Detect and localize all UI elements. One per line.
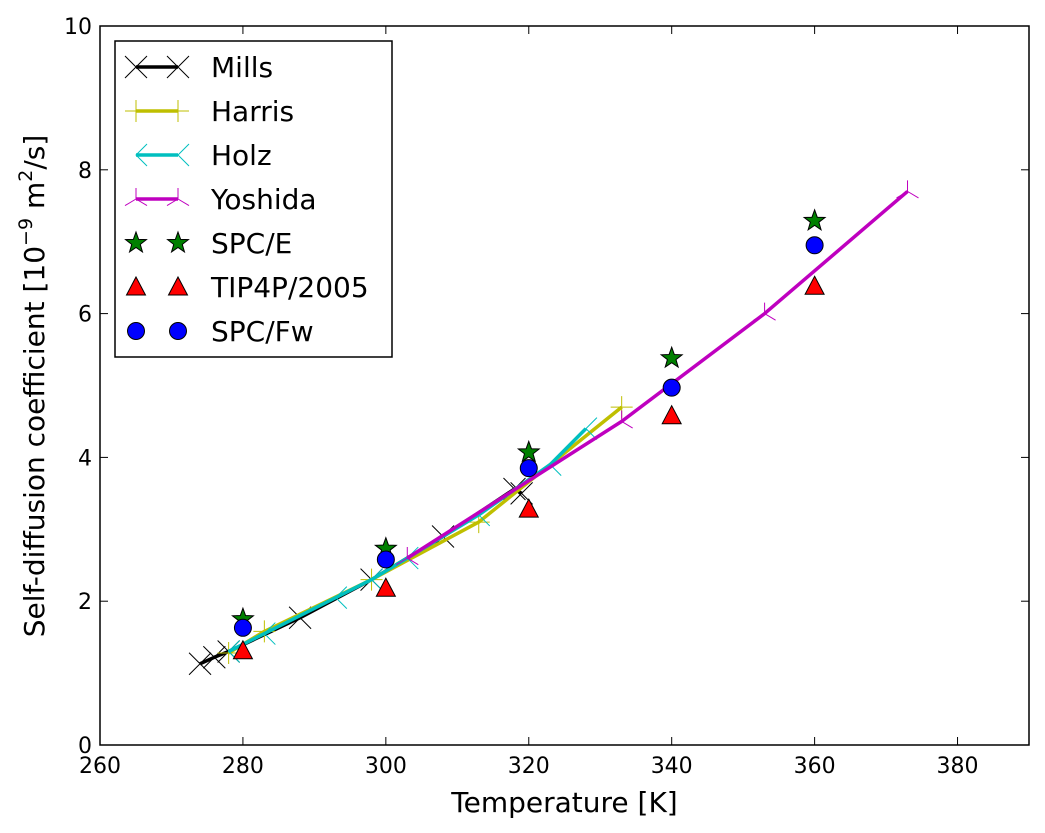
data-point-spc-fw [233,618,252,637]
data-point-holz [370,568,383,591]
legend-label-holz: Holz [211,139,272,172]
legend-marker-yoshida [124,188,148,207]
y-axis-label-main: Self-diffusion coefficient [10 [18,246,51,637]
data-point-spc-fw [805,236,824,255]
legend-marker-spc-fw [169,322,187,340]
data-point-tip4p-2005 [804,275,825,295]
legend-marker-tip4p-2005 [167,275,189,296]
y-axis-label-exp2: 2 [15,170,37,182]
series-tip4p-2005 [232,275,825,660]
series-yoshida [396,180,919,566]
y-tick-label: 2 [78,590,92,615]
data-point-holz [549,453,562,476]
data-point-yoshida [396,547,419,566]
data-point-mills [202,645,226,669]
legend-label-spc-e: SPC/E [211,227,292,260]
legend-marker-harris [125,100,147,122]
legend-marker-holz [177,143,190,167]
legend-marker-spc-e [124,230,148,254]
y-axis-label-unit: m [18,182,51,218]
plot-frame [99,25,1030,746]
data-point-tip4p-2005 [661,404,683,425]
legend-label-tip4p-2005: TIP4P/2005 [210,271,369,304]
x-tick-label: 360 [794,754,836,779]
series-spc-fw [233,236,824,637]
y-tick-label: 10 [64,15,92,40]
y-tick-label: 4 [78,446,92,471]
x-tick-label: 340 [651,754,693,779]
legend-marker-mills [166,55,190,79]
legend: Mills Harris Holz Yoshida SPC/E TIP4P/2005 SPC… [114,40,393,358]
data-point-tip4p-2005 [232,639,254,660]
series-line-yoshida [406,190,909,560]
x-axis-label: Temperature [K] [450,786,677,819]
data-point-spc-e [659,345,684,369]
data-point-holz [585,417,598,440]
legend-marker-holz [135,143,148,167]
y-tick-label: 0 [78,734,92,759]
data-point-yoshida [753,302,776,321]
legend-marker-yoshida [166,188,190,207]
data-point-spc-fw [376,550,395,569]
legend-marker-spc-fw [127,322,145,340]
data-point-tip4p-2005 [518,498,540,518]
data-point-holz [335,586,348,609]
data-point-tip4p-2005 [375,577,397,597]
x-tick-label: 260 [79,754,121,779]
x-tick-label: 280 [222,754,264,779]
legend-label-spc-fw: SPC/Fw [211,315,314,348]
x-tick-label: 320 [508,754,550,779]
legend-label-yoshida: Yoshida [210,183,317,216]
data-point-spc-fw [662,378,681,397]
data-point-holz [263,622,276,645]
legend-marker-spc-e [166,230,190,254]
legend-marker-harris [167,100,189,122]
y-axis-label-tail: /s] [18,135,51,170]
data-point-mills [188,652,212,676]
x-tick-label: 300 [365,754,407,779]
legend-label-mills: Mills [211,51,273,84]
data-point-spc-fw [519,459,538,478]
y-axis-label: Self-diffusion coefficient [10−9 m2/s] [15,135,51,638]
data-point-yoshida [610,410,633,429]
y-tick-label: 8 [78,159,92,184]
data-point-spc-e [802,208,827,231]
legend-marker-tip4p-2005 [125,275,147,296]
data-point-yoshida [896,180,919,199]
legend-marker-mills [124,55,148,79]
x-tick-label: 380 [937,754,979,779]
y-axis-label-exp1: −9 [15,218,37,246]
legend-label-harris: Harris [211,95,294,128]
y-tick-label: 6 [78,303,92,328]
data-point-spc-e [516,439,541,463]
